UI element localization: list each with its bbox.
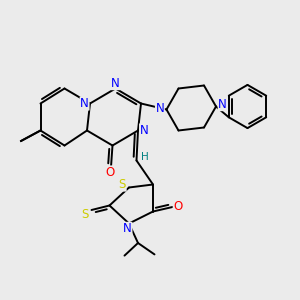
Text: S: S (81, 208, 88, 221)
Text: N: N (218, 98, 227, 111)
Text: N: N (123, 222, 132, 236)
Text: S: S (119, 178, 126, 191)
Text: N: N (80, 97, 89, 110)
Text: N: N (155, 101, 164, 115)
Text: N: N (111, 76, 120, 90)
Text: N: N (140, 124, 148, 137)
Text: O: O (105, 166, 114, 179)
Text: O: O (173, 200, 182, 214)
Text: H: H (141, 152, 149, 163)
